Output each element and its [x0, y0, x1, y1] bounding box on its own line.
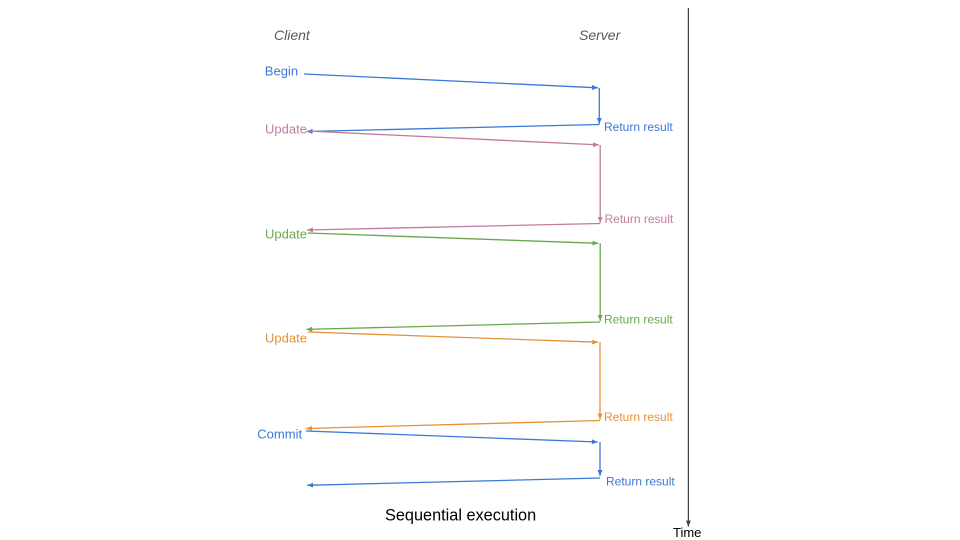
svg-text:Return result: Return result: [604, 410, 673, 424]
svg-text:Time: Time: [673, 525, 701, 540]
svg-text:Return result: Return result: [605, 212, 674, 226]
svg-text:Commit: Commit: [257, 427, 302, 442]
svg-text:Return result: Return result: [604, 312, 673, 326]
svg-text:Client: Client: [274, 27, 311, 43]
svg-text:Sequential execution: Sequential execution: [385, 507, 536, 525]
svg-text:Server: Server: [579, 27, 622, 43]
svg-text:Return result: Return result: [604, 120, 673, 134]
svg-text:Begin: Begin: [265, 64, 298, 79]
svg-text:Return result: Return result: [606, 475, 675, 489]
svg-text:Update: Update: [265, 122, 307, 137]
svg-text:Update: Update: [265, 226, 307, 241]
svg-text:Update: Update: [265, 331, 307, 346]
